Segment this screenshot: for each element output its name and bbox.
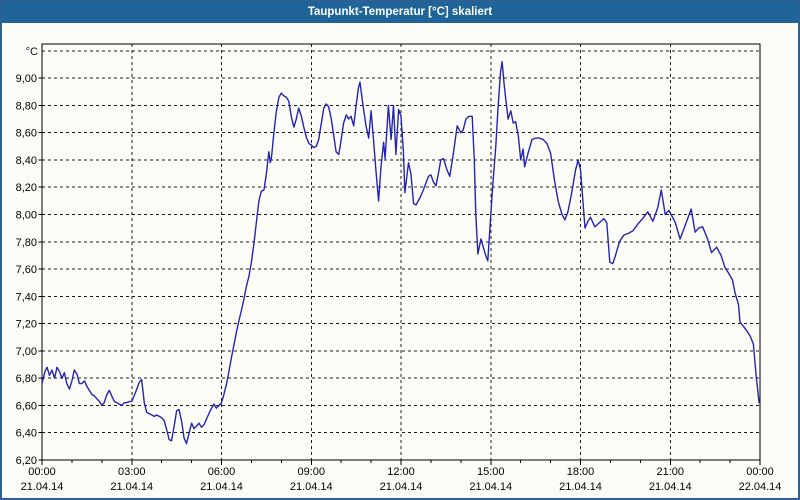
- y-tick-label: 8,00: [16, 209, 37, 221]
- y-axis-unit-label: °C: [26, 46, 38, 58]
- y-tick-label: 6,40: [16, 428, 37, 440]
- x-tick-time-label: 00:00: [28, 466, 56, 478]
- x-tick-date-label: 21.04.14: [21, 481, 64, 493]
- y-tick-label: 7,00: [16, 346, 37, 358]
- y-tick-label: 8,80: [16, 100, 37, 112]
- y-tick-label: 7,80: [16, 237, 37, 249]
- x-tick-date-label: 22.04.14: [739, 481, 782, 493]
- chart-title: Taupunkt-Temperatur [°C] skaliert: [307, 6, 493, 18]
- x-tick-time-label: 00:00: [746, 466, 774, 478]
- x-tick-time-label: 18:00: [567, 466, 595, 478]
- x-tick-time-label: 15:00: [477, 466, 505, 478]
- y-tick-label: 9,00: [16, 73, 37, 85]
- dewpoint-temperature-line: [41, 61, 760, 445]
- x-tick-time-label: 21:00: [656, 466, 684, 478]
- y-tick-label: 7,40: [16, 291, 37, 303]
- y-tick-label: 6,20: [16, 455, 37, 467]
- y-tick-label: 8,40: [16, 155, 37, 167]
- x-tick-time-label: 12:00: [387, 466, 415, 478]
- y-tick-label: 6,80: [16, 373, 37, 385]
- y-tick-label: 7,60: [16, 264, 37, 276]
- x-tick-date-label: 21.04.14: [290, 481, 333, 493]
- y-tick-label: 6,60: [16, 400, 37, 412]
- y-tick-label: 8,60: [16, 128, 37, 140]
- x-tick-date-label: 21.04.14: [469, 481, 512, 493]
- x-tick-date-label: 21.04.14: [380, 481, 423, 493]
- x-tick-date-label: 21.04.14: [110, 481, 153, 493]
- x-tick-date-label: 21.04.14: [649, 481, 692, 493]
- x-tick-date-label: 21.04.14: [559, 481, 602, 493]
- y-tick-label: 8,20: [16, 182, 37, 194]
- chart-svg: 9,00 8,80 8,60 8,40 8,20 8,00 7,80 7,60 7,40 7,20…: [16, 43, 782, 493]
- x-tick-date-label: 21.04.14: [200, 481, 243, 493]
- x-tick-time-label: 09:00: [297, 466, 325, 478]
- title-bar: Taupunkt-Temperatur [°C] skaliert: [2, 2, 798, 25]
- x-tick-time-label: 03:00: [118, 466, 146, 478]
- x-tick-time-label: 06:00: [208, 466, 236, 478]
- y-tick-label: 7,20: [16, 319, 37, 331]
